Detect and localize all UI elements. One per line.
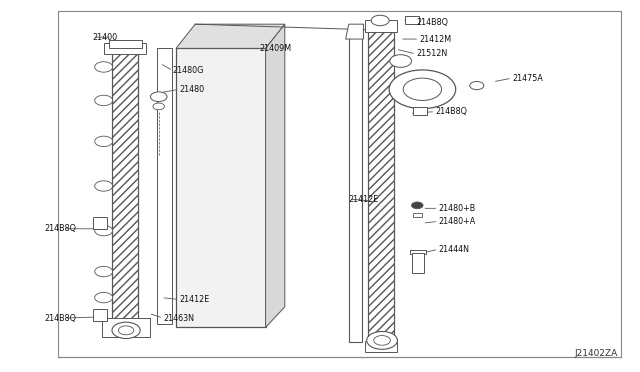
Text: 21480+A: 21480+A: [438, 217, 476, 226]
Text: 21400: 21400: [93, 33, 118, 42]
Circle shape: [389, 70, 456, 109]
Polygon shape: [102, 318, 150, 337]
Text: 21409M: 21409M: [259, 44, 291, 53]
Circle shape: [95, 181, 113, 191]
Bar: [93, 217, 107, 229]
Circle shape: [412, 202, 423, 209]
Text: 21512N: 21512N: [416, 49, 447, 58]
Circle shape: [95, 62, 113, 72]
Polygon shape: [176, 24, 285, 48]
Text: 21475A: 21475A: [512, 74, 543, 83]
Text: 214B8Q: 214B8Q: [435, 107, 467, 116]
Polygon shape: [109, 40, 142, 48]
Circle shape: [112, 322, 140, 339]
Circle shape: [367, 331, 397, 349]
Polygon shape: [176, 48, 266, 327]
Text: 21444N: 21444N: [438, 245, 469, 254]
Polygon shape: [104, 43, 146, 54]
Circle shape: [153, 103, 164, 110]
Circle shape: [95, 95, 113, 106]
Polygon shape: [157, 48, 172, 324]
Text: 21480: 21480: [179, 85, 204, 94]
Text: 21480G: 21480G: [173, 66, 204, 75]
Circle shape: [95, 136, 113, 147]
Circle shape: [374, 336, 390, 345]
Text: 214B8Q: 214B8Q: [45, 314, 77, 323]
Text: 214B8Q: 214B8Q: [416, 18, 448, 27]
Text: 214B8Q: 214B8Q: [45, 224, 77, 233]
Bar: [412, 253, 424, 273]
Circle shape: [403, 78, 442, 100]
Text: 21412E: 21412E: [179, 295, 209, 304]
Circle shape: [95, 266, 113, 277]
Polygon shape: [365, 20, 397, 32]
Polygon shape: [346, 24, 364, 39]
Bar: [413, 107, 427, 115]
Polygon shape: [349, 37, 362, 342]
Circle shape: [118, 326, 134, 335]
Text: 21412E: 21412E: [349, 195, 379, 203]
Bar: [410, 250, 426, 254]
Text: 21463N: 21463N: [163, 314, 194, 323]
Text: 21480+B: 21480+B: [438, 204, 476, 213]
Circle shape: [390, 55, 412, 67]
Circle shape: [95, 292, 113, 303]
Circle shape: [371, 15, 389, 26]
Circle shape: [470, 81, 484, 90]
Text: J21402ZA: J21402ZA: [574, 349, 618, 358]
Circle shape: [150, 92, 167, 102]
Bar: [405, 16, 419, 24]
Circle shape: [95, 225, 113, 236]
Polygon shape: [365, 341, 397, 352]
Text: 21412M: 21412M: [419, 35, 451, 44]
Bar: [93, 309, 107, 321]
Bar: [413, 213, 422, 217]
Polygon shape: [368, 30, 394, 342]
Polygon shape: [266, 24, 285, 327]
Polygon shape: [112, 48, 138, 335]
